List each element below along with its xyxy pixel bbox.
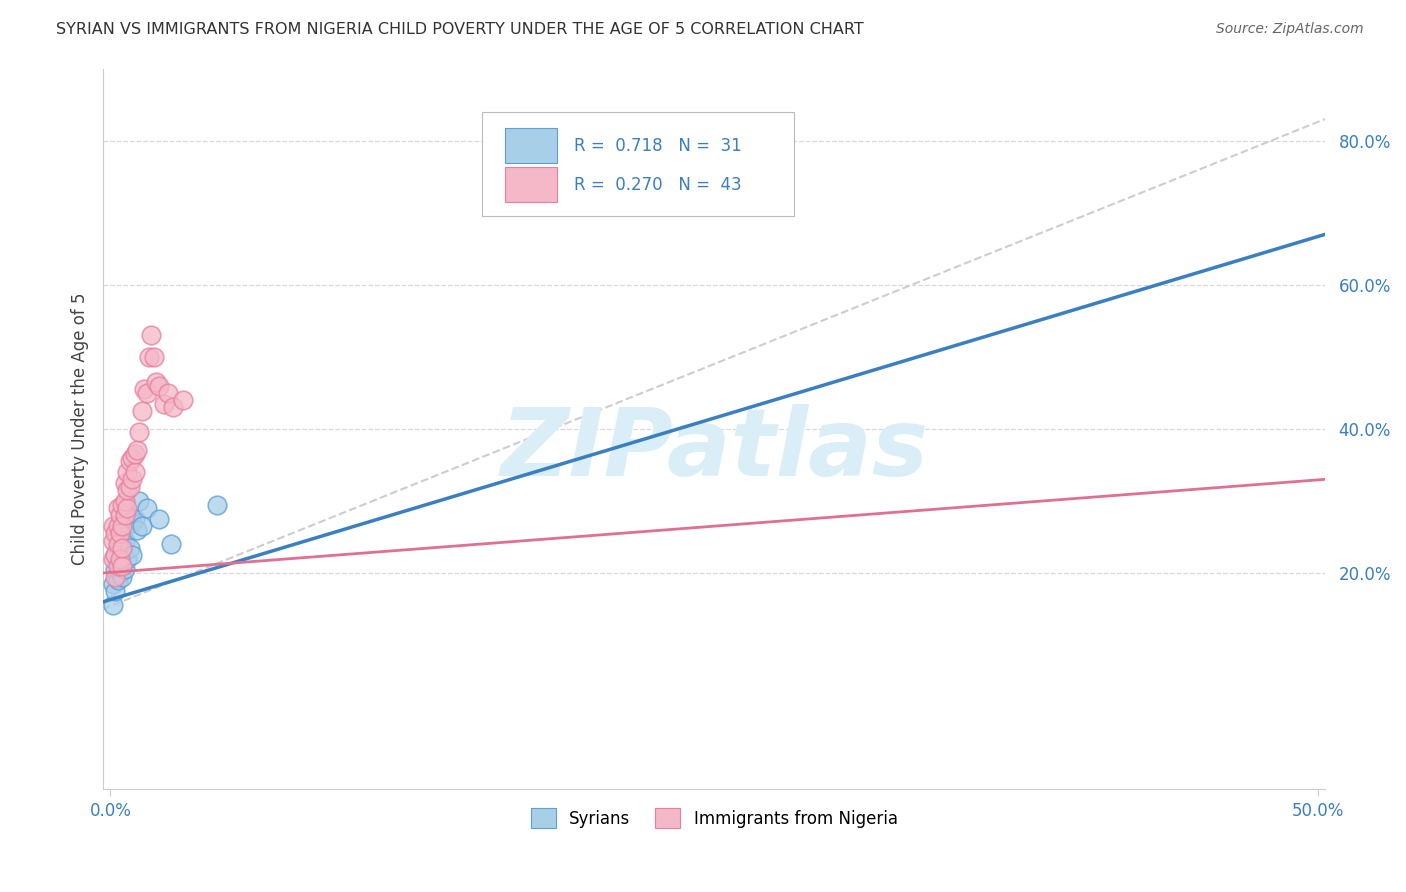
Point bbox=[107, 519, 129, 533]
Point bbox=[118, 479, 141, 493]
Point bbox=[117, 501, 139, 516]
Point bbox=[101, 533, 124, 548]
FancyBboxPatch shape bbox=[482, 112, 793, 216]
Point bbox=[148, 512, 170, 526]
Point bbox=[141, 328, 163, 343]
Point bbox=[101, 551, 124, 566]
Point bbox=[111, 548, 134, 562]
Point bbox=[104, 562, 127, 576]
Point bbox=[162, 401, 184, 415]
Text: SYRIAN VS IMMIGRANTS FROM NIGERIA CHILD POVERTY UNDER THE AGE OF 5 CORRELATION C: SYRIAN VS IMMIGRANTS FROM NIGERIA CHILD … bbox=[56, 22, 865, 37]
Point bbox=[107, 537, 129, 551]
Point bbox=[117, 465, 139, 479]
Point bbox=[172, 392, 194, 407]
Point bbox=[124, 447, 146, 461]
Point bbox=[104, 548, 127, 562]
Bar bbox=[505, 128, 557, 163]
Point bbox=[117, 551, 139, 566]
Point bbox=[118, 541, 141, 555]
Point bbox=[108, 508, 131, 523]
Point bbox=[131, 519, 153, 533]
Point bbox=[148, 378, 170, 392]
Point bbox=[142, 350, 165, 364]
Bar bbox=[505, 168, 557, 202]
Point bbox=[101, 599, 124, 613]
Point bbox=[135, 385, 157, 400]
Point bbox=[131, 404, 153, 418]
Point bbox=[114, 475, 136, 490]
Text: Source: ZipAtlas.com: Source: ZipAtlas.com bbox=[1216, 22, 1364, 37]
Point bbox=[108, 551, 131, 566]
Point bbox=[145, 375, 167, 389]
Point bbox=[124, 512, 146, 526]
Point bbox=[135, 501, 157, 516]
Point bbox=[107, 541, 129, 555]
Point bbox=[114, 519, 136, 533]
Point bbox=[121, 450, 143, 465]
Point bbox=[108, 566, 131, 580]
Point bbox=[104, 569, 127, 583]
Point bbox=[125, 443, 148, 458]
Point bbox=[111, 498, 134, 512]
Point bbox=[205, 498, 228, 512]
Point bbox=[114, 508, 136, 523]
Point bbox=[104, 526, 127, 541]
Point bbox=[101, 577, 124, 591]
Point bbox=[124, 465, 146, 479]
Point bbox=[104, 584, 127, 599]
Legend: Syrians, Immigrants from Nigeria: Syrians, Immigrants from Nigeria bbox=[524, 801, 904, 835]
Text: R =  0.270   N =  43: R = 0.270 N = 43 bbox=[574, 176, 741, 194]
Point bbox=[134, 382, 156, 396]
Point bbox=[111, 569, 134, 583]
Point bbox=[118, 512, 141, 526]
Point bbox=[107, 501, 129, 516]
Point bbox=[111, 533, 134, 548]
Point bbox=[121, 472, 143, 486]
Point bbox=[157, 385, 180, 400]
Point bbox=[111, 541, 134, 555]
Point bbox=[104, 548, 127, 562]
Point bbox=[128, 425, 150, 440]
Point bbox=[114, 494, 136, 508]
Text: R =  0.718   N =  31: R = 0.718 N = 31 bbox=[574, 136, 741, 154]
Point bbox=[117, 505, 139, 519]
Point bbox=[114, 562, 136, 576]
Point bbox=[118, 454, 141, 468]
Y-axis label: Child Poverty Under the Age of 5: Child Poverty Under the Age of 5 bbox=[72, 293, 89, 566]
Point bbox=[159, 537, 181, 551]
Point bbox=[114, 533, 136, 548]
Text: ZIPatlas: ZIPatlas bbox=[501, 404, 928, 497]
Point bbox=[108, 526, 131, 541]
Point bbox=[138, 350, 160, 364]
Point bbox=[108, 551, 131, 566]
Point bbox=[117, 483, 139, 497]
Point bbox=[128, 494, 150, 508]
Point bbox=[152, 397, 174, 411]
Point bbox=[121, 548, 143, 562]
Point bbox=[121, 516, 143, 530]
Point bbox=[101, 519, 124, 533]
Point bbox=[125, 523, 148, 537]
Point bbox=[111, 519, 134, 533]
Point bbox=[111, 558, 134, 573]
Point bbox=[107, 555, 129, 569]
Point bbox=[108, 533, 131, 548]
Point bbox=[107, 558, 129, 573]
Point bbox=[107, 573, 129, 587]
